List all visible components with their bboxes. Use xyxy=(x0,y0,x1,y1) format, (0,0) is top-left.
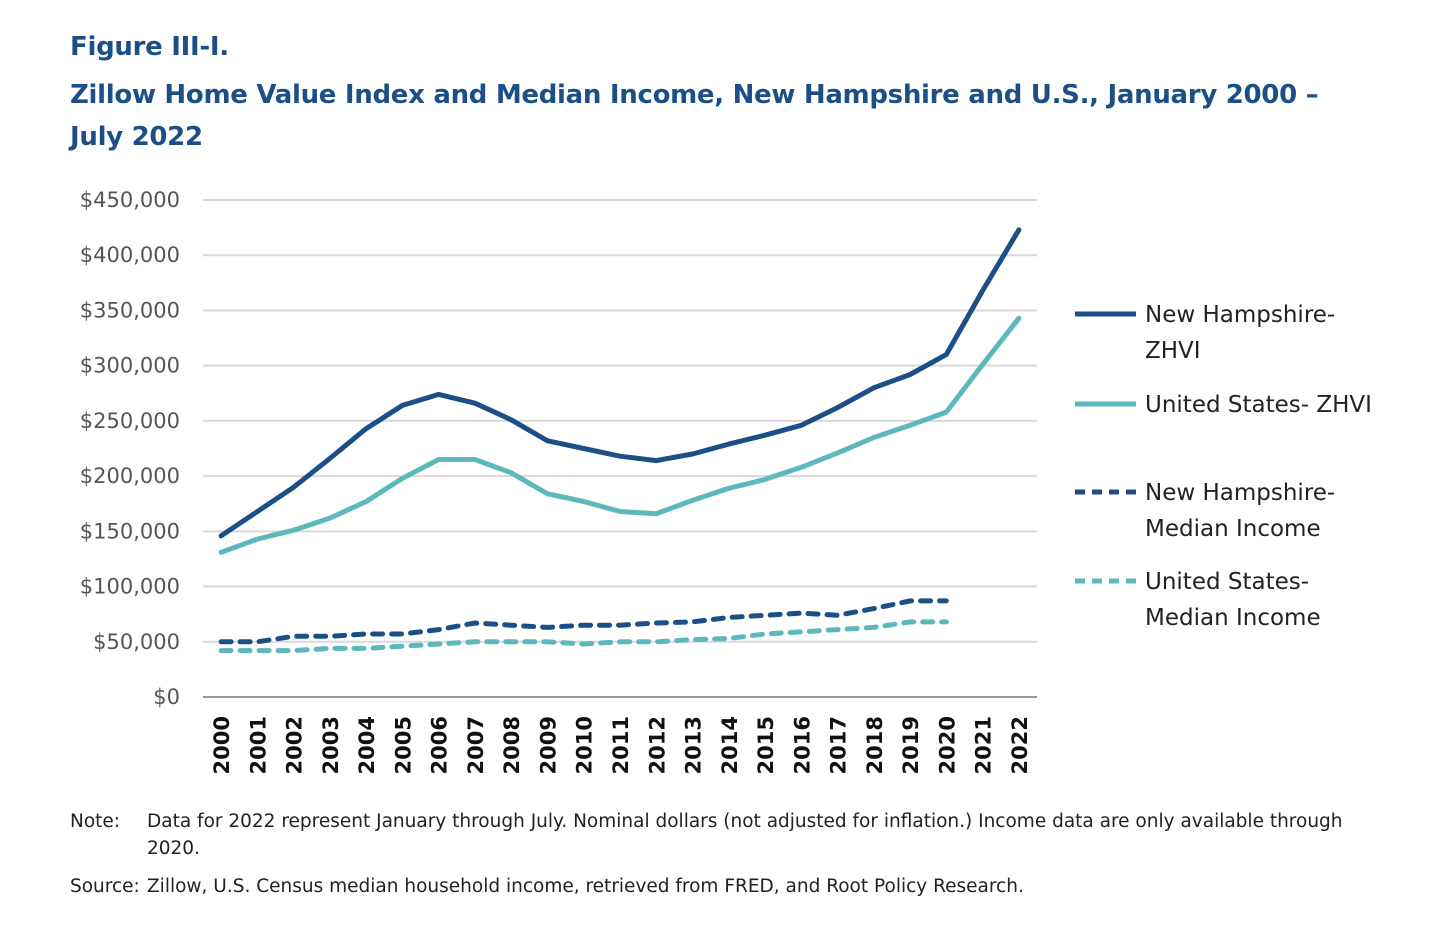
x-tick-label: 2019 xyxy=(899,716,923,774)
source-label: Source: xyxy=(70,876,140,897)
x-tick-label: 2007 xyxy=(464,716,488,774)
x-tick-label: 2017 xyxy=(827,716,851,774)
legend-label: United States- ZHVI xyxy=(1145,392,1372,418)
y-tick-label: $350,000 xyxy=(80,298,180,322)
legend-label: Median Income xyxy=(1145,516,1321,542)
x-tick-label: 2014 xyxy=(718,716,742,774)
note-label: Note: xyxy=(70,811,121,832)
y-tick-label: $400,000 xyxy=(80,243,180,267)
source-text: Zillow, U.S. Census median household inc… xyxy=(147,876,1024,897)
x-tick-label: 2013 xyxy=(682,716,706,774)
x-tick-label: 2008 xyxy=(500,716,524,774)
x-tick-label: 2005 xyxy=(391,716,415,774)
x-tick-label: 2011 xyxy=(609,716,633,774)
series-line-1 xyxy=(218,315,1022,555)
x-tick-label: 2012 xyxy=(645,716,669,774)
figure-label: Figure III-I. xyxy=(70,32,229,62)
legend-label: Median Income xyxy=(1145,605,1321,631)
x-tick-label: 2022 xyxy=(1008,716,1032,774)
y-tick-label: $100,000 xyxy=(80,575,180,599)
x-tick-label: 2020 xyxy=(935,716,959,774)
x-tick-label: 2000 xyxy=(210,716,234,774)
x-tick-label: 2016 xyxy=(790,716,814,774)
y-tick-label: $0 xyxy=(153,685,180,709)
series-line-0 xyxy=(218,227,1022,539)
x-tick-label: 2018 xyxy=(863,716,887,774)
x-tick-label: 2021 xyxy=(972,716,996,774)
chart-title: Zillow Home Value Index and Median Incom… xyxy=(70,80,1319,152)
x-tick-label: 2015 xyxy=(754,716,778,774)
legend-label: New Hampshire- xyxy=(1145,302,1335,328)
x-tick-label: 2002 xyxy=(283,716,307,774)
x-tick-label: 2009 xyxy=(536,716,560,774)
legend-label: United States- xyxy=(1145,569,1309,595)
x-tick-label: 2004 xyxy=(355,716,379,774)
y-tick-label: $250,000 xyxy=(80,409,180,433)
x-tick-label: 2010 xyxy=(573,716,597,774)
legend-label: New Hampshire- xyxy=(1145,480,1335,506)
y-tick-label: $200,000 xyxy=(80,464,180,488)
x-tick-label: 2003 xyxy=(319,716,343,774)
y-tick-label: $50,000 xyxy=(93,630,180,654)
y-tick-label: $300,000 xyxy=(80,354,180,378)
y-tick-label: $450,000 xyxy=(80,188,180,212)
x-tick-label: 2006 xyxy=(428,716,452,774)
note-text: Data for 2022 represent January through … xyxy=(147,811,1343,859)
y-tick-label: $150,000 xyxy=(80,519,180,543)
x-tick-label: 2001 xyxy=(246,716,270,774)
series-line-2 xyxy=(218,598,949,645)
line-chart: $0 $50,000 $100,000 $150,000 $200,000 $250,00… xyxy=(80,188,1372,774)
legend-label: ZHVI xyxy=(1145,338,1201,364)
